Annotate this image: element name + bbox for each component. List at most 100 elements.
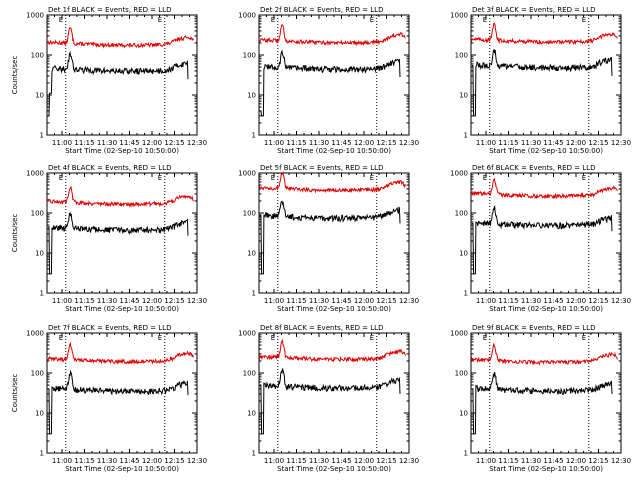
lld-series-line: [470, 177, 618, 200]
x-tick-label: 11:30: [97, 297, 117, 305]
x-tick-label: 12:30: [611, 297, 631, 305]
panel-det-8: Det 8f BLACK = Events, RED = LLD 1 10 100 10…: [238, 324, 419, 473]
flag-label: E: [582, 16, 586, 24]
x-tick-label: 12:30: [611, 139, 631, 147]
y-tick-label: 1: [40, 450, 44, 458]
flag-label: E: [158, 16, 162, 24]
y-tick-label: 10: [247, 92, 256, 100]
x-tick-label: 12:15: [588, 139, 608, 147]
x-tick-label: 12:15: [376, 457, 396, 465]
panel-det-3: Det 3f BLACK = Events, RED = LLD 1 10 100 10…: [450, 6, 631, 155]
x-tick-label: 11:45: [331, 457, 351, 465]
y-tick-label: 100: [455, 370, 468, 378]
x-tick-label: 11:00: [476, 457, 496, 465]
panel-title: Det 2f BLACK = Events, RED = LLD: [260, 6, 383, 14]
x-tick-label: 11:00: [52, 139, 72, 147]
y-tick-label: 100: [31, 52, 44, 60]
lld-series-line: [258, 338, 406, 363]
panel-det-9: Det 9f BLACK = Events, RED = LLD 1 10 100 10…: [450, 324, 631, 473]
y-tick-label: 1: [464, 132, 468, 140]
lld-series-line: [46, 27, 194, 49]
panel-det-4: Det 4f BLACK = Events, RED = LLD 1 10 100 10…: [11, 164, 207, 313]
lld-series-line: [258, 24, 406, 47]
y-tick-label: 1: [252, 290, 256, 298]
y-axis-label: Counts/sec: [11, 214, 19, 253]
x-tick-label: 11:30: [309, 457, 329, 465]
y-tick-label: 10: [35, 250, 44, 258]
lld-series-line: [46, 186, 194, 208]
events-series-line: [471, 48, 613, 117]
x-tick-label: 11:45: [119, 457, 139, 465]
y-tick-label: 10: [459, 92, 468, 100]
x-tick-label: 11:45: [119, 297, 139, 305]
flag-label: E: [271, 16, 275, 24]
x-axis-label: Start Time (02-Sep-10 10:50:00): [489, 305, 603, 313]
flag-label: E: [158, 174, 162, 182]
flag-label: E: [59, 174, 63, 182]
x-tick-label: 11:30: [309, 139, 329, 147]
x-tick-label: 12:15: [588, 457, 608, 465]
events-series-line: [471, 205, 613, 275]
flag-label: E: [483, 334, 487, 342]
x-tick-label: 11:15: [286, 297, 306, 305]
panel-det-2: Det 2f BLACK = Events, RED = LLD 1 10 100 10…: [238, 6, 419, 155]
x-axis-label: Start Time (02-Sep-10 10:50:00): [277, 305, 391, 313]
x-axis-label: Start Time (02-Sep-10 10:50:00): [65, 465, 179, 473]
x-tick-label: 12:15: [164, 297, 184, 305]
x-tick-label: 12:15: [164, 139, 184, 147]
plot-frame: [258, 332, 410, 454]
x-tick-label: 12:00: [354, 457, 374, 465]
lld-series-line: [470, 22, 618, 46]
y-tick-label: 1: [252, 132, 256, 140]
x-tick-label: 12:30: [187, 457, 207, 465]
x-tick-label: 11:00: [476, 297, 496, 305]
panel-title: Det 1f BLACK = Events, RED = LLD: [48, 6, 171, 14]
x-tick-label: 11:15: [286, 457, 306, 465]
x-tick-label: 12:30: [187, 297, 207, 305]
panel-det-5: Det 5f BLACK = Events, RED = LLD 1 10 100 10…: [238, 164, 419, 313]
x-tick-label: 12:00: [566, 457, 586, 465]
x-axis-label: Start Time (02-Sep-10 10:50:00): [65, 147, 179, 155]
flag-label: E: [582, 334, 586, 342]
x-tick-label: 12:15: [588, 297, 608, 305]
panel-title: Det 3f BLACK = Events, RED = LLD: [472, 6, 595, 14]
y-tick-label: 1: [464, 450, 468, 458]
x-tick-label: 11:30: [309, 297, 329, 305]
flag-label: E: [59, 16, 63, 24]
panel-title: Det 6f BLACK = Events, RED = LLD: [472, 164, 595, 172]
events-series-line: [259, 200, 401, 275]
lld-series-line: [46, 341, 194, 366]
y-tick-label: 1000: [450, 170, 468, 178]
y-tick-label: 1000: [26, 12, 44, 20]
y-tick-label: 1: [40, 290, 44, 298]
flag-label: E: [370, 174, 374, 182]
y-tick-label: 100: [455, 210, 468, 218]
events-series-line: [259, 368, 401, 435]
y-tick-label: 1: [40, 132, 44, 140]
x-tick-label: 12:15: [164, 457, 184, 465]
y-tick-label: 10: [459, 410, 468, 418]
x-tick-label: 11:45: [331, 297, 351, 305]
x-tick-label: 11:15: [74, 139, 94, 147]
flag-label: E: [271, 174, 275, 182]
events-series-line: [259, 49, 401, 117]
x-tick-label: 12:00: [142, 297, 162, 305]
x-tick-label: 11:00: [264, 297, 284, 305]
y-tick-label: 1000: [238, 330, 256, 338]
x-tick-label: 11:45: [119, 139, 139, 147]
y-tick-label: 1000: [26, 330, 44, 338]
panel-title: Det 7f BLACK = Events, RED = LLD: [48, 324, 171, 332]
x-tick-label: 11:30: [97, 457, 117, 465]
x-tick-label: 12:00: [566, 297, 586, 305]
flag-label: E: [370, 16, 374, 24]
x-tick-label: 12:30: [399, 457, 419, 465]
panel-det-1: Det 1f BLACK = Events, RED = LLD 1 10 100 10…: [11, 6, 207, 155]
y-tick-label: 100: [243, 52, 256, 60]
y-tick-label: 1000: [26, 170, 44, 178]
events-series-line: [47, 50, 189, 117]
y-tick-label: 10: [35, 92, 44, 100]
lld-series-line: [258, 171, 406, 194]
y-tick-label: 1000: [238, 170, 256, 178]
